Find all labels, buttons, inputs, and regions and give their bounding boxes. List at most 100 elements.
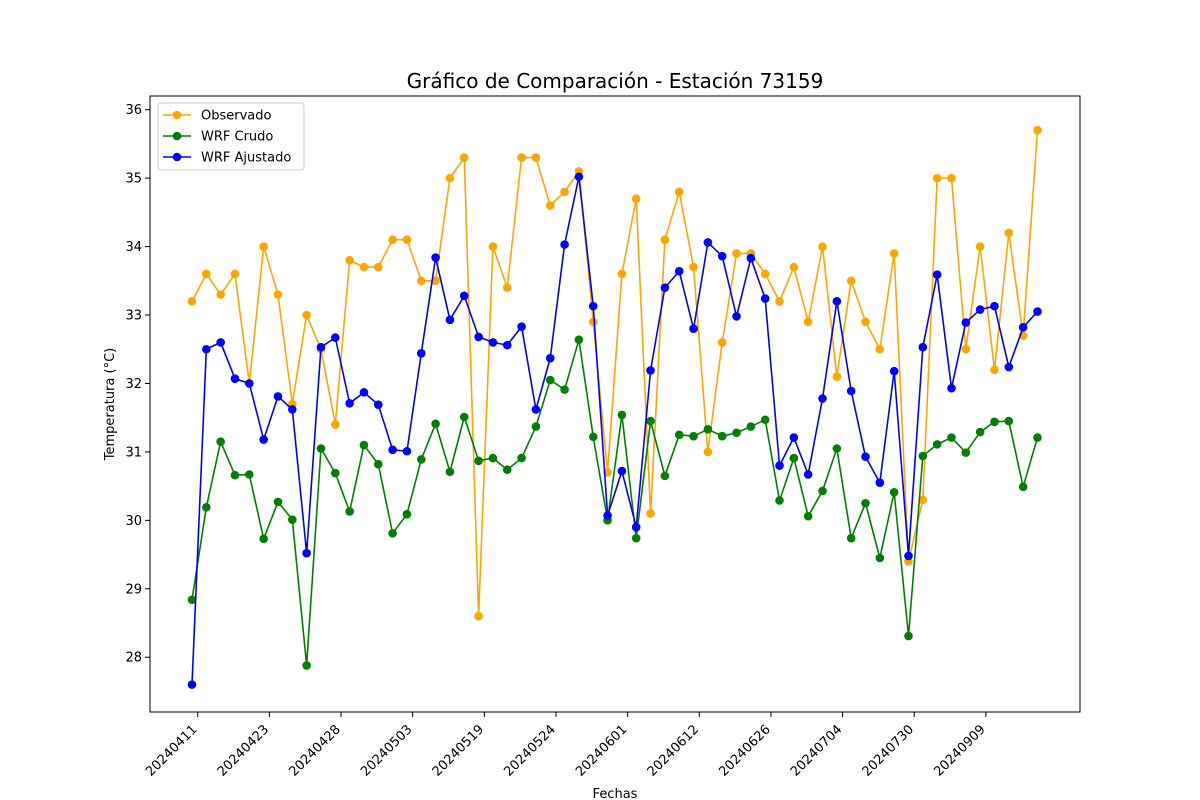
data-point-wrf-crudo — [631, 533, 641, 543]
data-point-wrf-ajustado — [760, 294, 770, 303]
data-point-wrf-crudo — [474, 456, 483, 466]
data-point-observado — [646, 509, 655, 518]
data-point-wrf-ajustado — [388, 445, 397, 455]
data-point-wrf-ajustado — [202, 344, 211, 354]
data-point-wrf-ajustado — [818, 394, 827, 403]
data-point-wrf-crudo — [545, 375, 555, 385]
data-point-wrf-ajustado — [932, 270, 942, 279]
y-tick-label: 35 — [125, 172, 142, 187]
data-point-observado — [474, 611, 483, 621]
data-point-wrf-ajustado — [803, 470, 813, 479]
data-point-wrf-crudo — [918, 451, 928, 461]
data-point-observado — [445, 173, 455, 183]
legend-label-wrf-crudo: WRF Crudo — [201, 130, 273, 145]
data-point-observado — [1033, 125, 1042, 135]
data-point-wrf-crudo — [689, 431, 698, 441]
data-point-wrf-ajustado — [517, 322, 526, 331]
data-point-wrf-crudo — [560, 385, 569, 394]
data-point-observado — [631, 194, 641, 203]
data-point-observado — [889, 249, 899, 258]
data-point-wrf-crudo — [588, 432, 598, 442]
data-point-wrf-ajustado — [216, 338, 225, 347]
data-point-wrf-ajustado — [373, 400, 383, 409]
x-tick-label: 20240909 — [931, 722, 988, 779]
data-point-observado — [402, 235, 412, 245]
data-point-wrf-ajustado — [245, 379, 254, 388]
data-point-observado — [818, 242, 827, 251]
legend: Observado WRF Crudo WRF Ajustado — [157, 102, 305, 171]
data-point-observado — [202, 269, 211, 279]
data-point-wrf-ajustado — [631, 522, 641, 532]
data-point-wrf-crudo — [574, 335, 584, 344]
data-point-observado — [918, 495, 928, 505]
data-point-wrf-crudo — [932, 440, 942, 449]
data-point-wrf-crudo — [875, 553, 885, 563]
data-point-wrf-ajustado — [502, 340, 512, 350]
data-point-wrf-crudo — [502, 465, 512, 475]
data-point-observado — [431, 276, 440, 286]
data-point-wrf-ajustado — [674, 266, 684, 276]
data-point-wrf-crudo — [617, 410, 627, 420]
data-point-wrf-ajustado — [545, 353, 555, 363]
data-point-wrf-ajustado — [359, 388, 369, 397]
data-point-wrf-ajustado — [331, 333, 340, 342]
data-point-wrf-crudo — [646, 416, 655, 426]
data-point-wrf-ajustado — [574, 172, 584, 182]
data-point-wrf-crudo — [889, 487, 899, 497]
y-axis: 28 29 30 31 32 33 34 35 36 — [125, 103, 150, 666]
data-point-wrf-crudo — [975, 427, 985, 437]
data-point-wrf-crudo — [832, 444, 842, 453]
data-point-observado — [990, 365, 999, 375]
data-point-wrf-ajustado — [689, 324, 698, 334]
data-point-wrf-crudo — [531, 422, 541, 431]
data-point-wrf-crudo — [746, 422, 756, 431]
data-point-wrf-crudo — [459, 412, 469, 422]
data-point-wrf-ajustado — [947, 383, 956, 393]
data-point-wrf-ajustado — [603, 511, 612, 520]
data-point-observado — [689, 262, 698, 272]
data-point-wrf-ajustado — [660, 283, 670, 292]
data-point-wrf-crudo — [861, 498, 870, 508]
data-point-observado — [717, 338, 727, 347]
data-point-wrf-crudo — [789, 453, 799, 463]
x-tick-label: 20240612 — [645, 722, 702, 779]
data-point-wrf-ajustado — [316, 342, 326, 352]
data-point-wrf-ajustado — [961, 318, 971, 327]
y-axis-label: Temperatura (°C) — [103, 348, 118, 461]
x-axis-label: Fechas — [593, 787, 638, 800]
data-point-wrf-ajustado — [646, 366, 655, 375]
y-tick-label: 33 — [125, 309, 142, 324]
data-point-wrf-ajustado — [1033, 307, 1042, 316]
data-point-wrf-ajustado — [259, 435, 268, 444]
x-tick-label: 20240730 — [860, 722, 917, 779]
legend-marker-observado — [172, 110, 182, 120]
data-point-observado — [331, 420, 340, 429]
data-point-observado — [459, 153, 469, 162]
data-point-observado — [789, 262, 799, 272]
data-point-wrf-crudo — [488, 453, 498, 463]
legend-label-observado: Observado — [201, 109, 272, 124]
data-point-observado — [302, 310, 311, 320]
data-point-observado — [545, 201, 555, 210]
series-layer — [187, 125, 1042, 689]
data-point-wrf-crudo — [803, 511, 813, 521]
data-point-wrf-crudo — [818, 486, 827, 496]
data-point-observado — [373, 262, 383, 272]
chart-title: Gráfico de Comparación - Estación 73159 — [407, 69, 824, 93]
data-point-wrf-crudo — [717, 431, 727, 441]
data-point-observado — [932, 173, 942, 183]
data-point-observado — [1004, 228, 1014, 238]
data-point-wrf-ajustado — [488, 338, 498, 347]
data-point-wrf-crudo — [431, 419, 440, 429]
data-point-wrf-ajustado — [459, 291, 469, 301]
data-point-wrf-ajustado — [875, 478, 885, 488]
data-point-wrf-ajustado — [617, 466, 627, 476]
legend-marker-wrf-crudo — [172, 131, 182, 141]
data-point-observado — [875, 344, 885, 354]
data-point-wrf-ajustado — [846, 386, 856, 396]
x-axis: 20240411 20240423 20240428 20240503 20240519… — [143, 712, 989, 780]
data-point-wrf-crudo — [316, 444, 326, 453]
data-point-observado — [502, 283, 512, 292]
data-point-wrf-crudo — [359, 440, 369, 450]
